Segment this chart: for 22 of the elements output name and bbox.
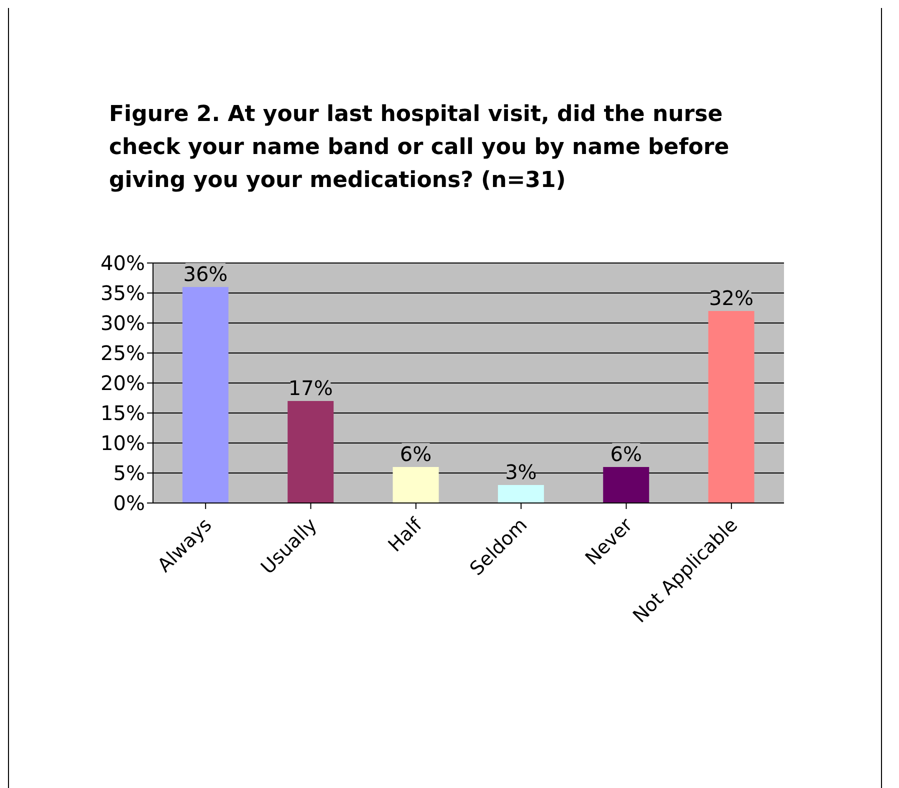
data-label: 6% (400, 442, 432, 466)
data-label: 32% (709, 286, 754, 310)
y-tick-label: 35% (100, 281, 145, 306)
data-label: 36% (183, 262, 228, 286)
y-tick-label: 0% (113, 491, 145, 516)
y-tick-label: 30% (100, 311, 145, 336)
bar (708, 311, 754, 503)
bar (182, 287, 228, 503)
y-tick-label: 15% (100, 401, 145, 426)
bar (498, 485, 544, 503)
data-label: 6% (610, 442, 642, 466)
chart-title: Figure 2. At your last hospital visit, did the nurse check your name band or call you by name before giving you your medications? (n=31) (109, 101, 730, 195)
bar (288, 401, 334, 503)
y-tick-label: 20% (100, 371, 145, 396)
data-label: 3% (505, 460, 537, 484)
y-tick-label: 25% (100, 341, 145, 366)
y-tick-label: 40% (100, 251, 145, 276)
y-tick-label: 5% (113, 461, 145, 486)
bar (603, 467, 650, 503)
data-label: 17% (288, 376, 333, 400)
y-tick-label: 10% (100, 431, 145, 456)
bar (392, 467, 439, 503)
